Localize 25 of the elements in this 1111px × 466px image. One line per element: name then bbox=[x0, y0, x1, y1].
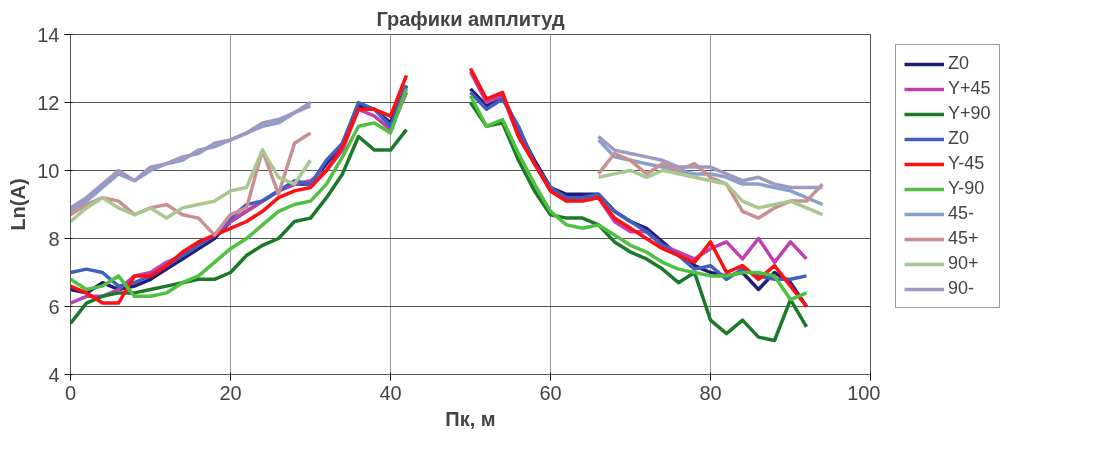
y-tick-label: 12 bbox=[37, 91, 60, 114]
legend-label: Y-45 bbox=[948, 153, 985, 174]
legend-label: 45+ bbox=[948, 228, 979, 249]
y-tick-label: 14 bbox=[37, 23, 60, 46]
x-axis-title: Пк, м bbox=[445, 407, 496, 430]
legend-label: 90- bbox=[948, 278, 975, 299]
x-tick-label: 100 bbox=[847, 381, 881, 404]
x-tick-label: 60 bbox=[539, 381, 562, 404]
x-tick-label: 80 bbox=[699, 381, 722, 404]
legend-label: Z0 bbox=[948, 128, 970, 149]
x-tick-label: 0 bbox=[64, 381, 77, 404]
y-tick-label: 8 bbox=[48, 227, 60, 250]
legend-label: 45- bbox=[948, 203, 975, 224]
y-tick-label: 6 bbox=[48, 295, 60, 318]
x-tick-label: 20 bbox=[219, 381, 242, 404]
legend-label: 90+ bbox=[948, 253, 979, 274]
legend-label: Y+45 bbox=[948, 78, 991, 99]
y-axis-title: Ln(A) bbox=[7, 178, 30, 231]
y-tick-label: 10 bbox=[37, 159, 60, 182]
y-tick-label: 4 bbox=[48, 363, 60, 386]
legend-label: Y+90 bbox=[948, 103, 991, 124]
chart-title: Графики амплитуд bbox=[376, 7, 565, 30]
legend-label: Y-90 bbox=[948, 178, 985, 199]
x-tick-label: 40 bbox=[379, 381, 402, 404]
legend-label: Z0 bbox=[948, 53, 970, 74]
